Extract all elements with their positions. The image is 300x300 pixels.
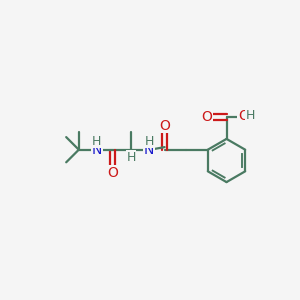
Text: H: H bbox=[144, 135, 154, 148]
Text: H: H bbox=[92, 135, 101, 148]
Text: N: N bbox=[92, 143, 102, 157]
Text: H: H bbox=[246, 109, 255, 122]
Text: N: N bbox=[144, 143, 154, 157]
Text: O: O bbox=[159, 119, 170, 133]
Text: O: O bbox=[201, 110, 212, 124]
Text: O: O bbox=[107, 166, 118, 180]
Text: H: H bbox=[126, 151, 136, 164]
Text: O: O bbox=[238, 109, 249, 123]
